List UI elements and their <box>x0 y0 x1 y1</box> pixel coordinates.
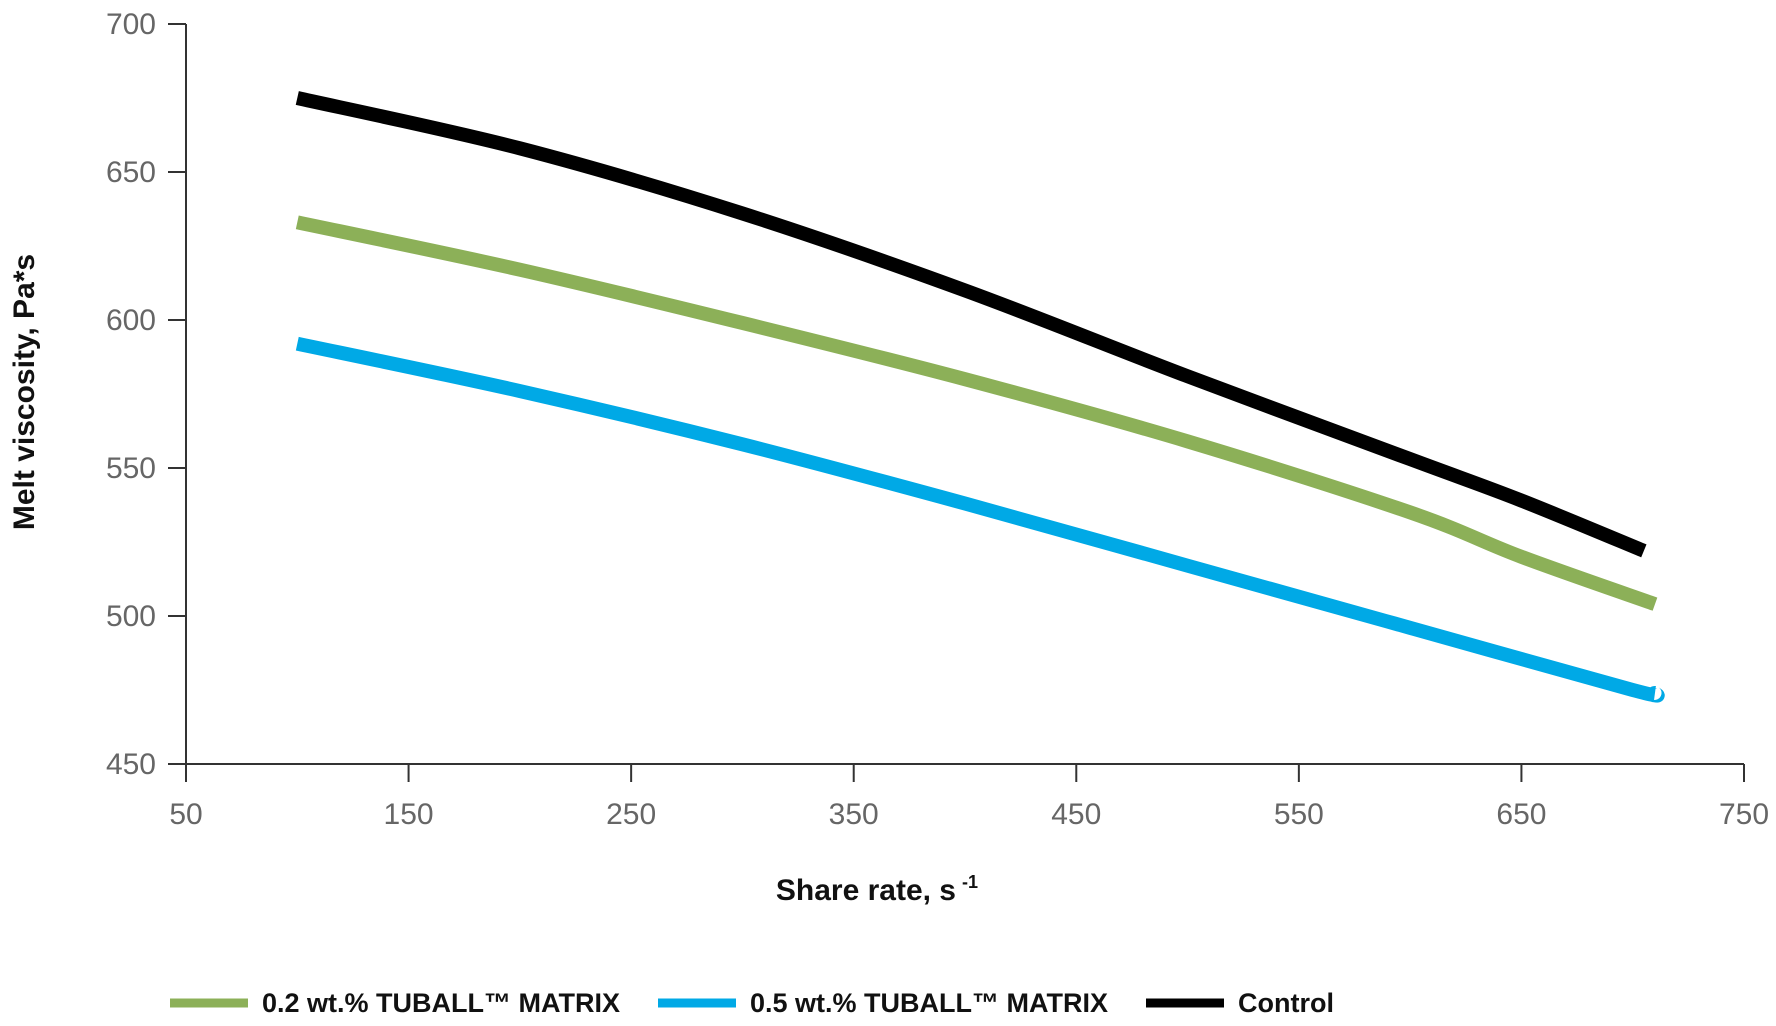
legend-label: Control <box>1238 988 1334 1018</box>
y-tick-label: 500 <box>106 600 156 633</box>
series-lines <box>295 91 1665 703</box>
x-tick-label: 150 <box>384 798 434 831</box>
axes <box>185 24 1744 765</box>
series-line-3 <box>295 91 1647 558</box>
y-tick-label: 450 <box>106 748 156 781</box>
x-tick-label: 50 <box>169 798 202 831</box>
y-tick-label: 700 <box>106 8 156 41</box>
legend-item: 0.5 wt.% TUBALL™ MATRIX <box>658 988 1108 1018</box>
series-line-1 <box>295 215 1658 611</box>
x-axis-title-main: Share rate, s <box>776 874 956 907</box>
y-axis-title: Melt viscosity, Pa*s <box>8 254 41 530</box>
x-tick-label: 250 <box>606 798 656 831</box>
y-tick-label: 600 <box>106 304 156 337</box>
x-tick-label: 550 <box>1274 798 1324 831</box>
y-ticks: 450 500 550 600 650 700 <box>106 8 186 781</box>
x-tick-label: 350 <box>829 798 879 831</box>
y-tick-label: 550 <box>106 452 156 485</box>
x-axis-title-superscript: -1 <box>962 872 978 892</box>
x-tick-label: 750 <box>1719 798 1769 831</box>
x-axis-title: Share rate, s <box>776 874 956 907</box>
x-tick-label: 650 <box>1496 798 1546 831</box>
legend-item: 0.2 wt.% TUBALL™ MATRIX <box>170 988 620 1018</box>
x-tick-label: 450 <box>1051 798 1101 831</box>
legend-item: Control <box>1146 988 1334 1018</box>
legend: 0.2 wt.% TUBALL™ MATRIX 0.5 wt.% TUBALL™ … <box>170 988 1334 1018</box>
x-ticks: 50 150 250 350 450 550 650 750 <box>169 764 1769 831</box>
legend-label: 0.5 wt.% TUBALL™ MATRIX <box>750 988 1108 1018</box>
series-line-2 <box>295 336 1665 703</box>
legend-label: 0.2 wt.% TUBALL™ MATRIX <box>262 988 620 1018</box>
y-tick-label: 650 <box>106 156 156 189</box>
